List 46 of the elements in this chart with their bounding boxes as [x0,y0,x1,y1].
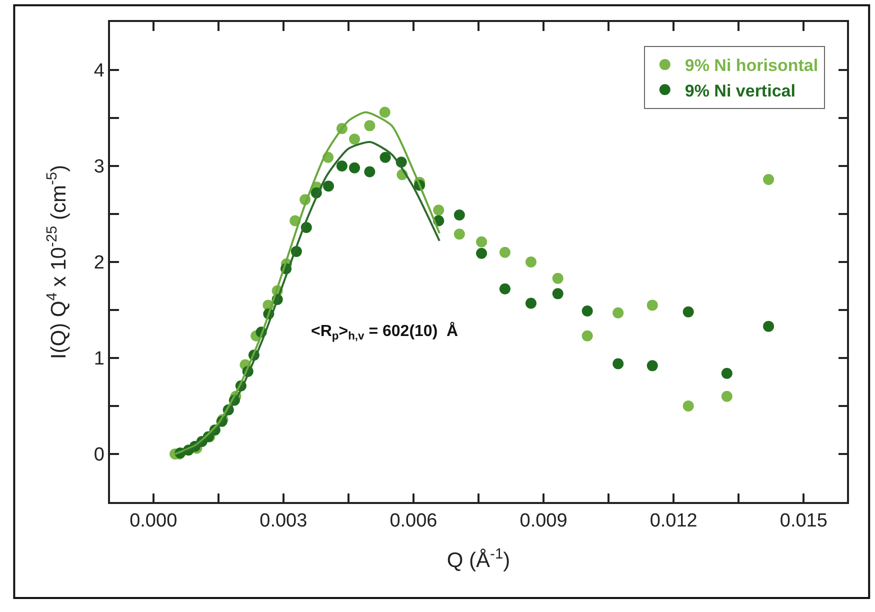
point [379,106,390,118]
point [525,256,536,268]
x-tick-label: 0.006 [390,510,438,532]
point [476,236,488,248]
legend-label: 9% Ni vertical [684,81,796,100]
x-tick-label: 0.003 [260,510,308,532]
point [454,209,465,220]
x-tick-label: 0.015 [780,510,828,532]
annotation: <R$_{p}$>$_{h,v}$ = 602(10) Å [311,321,459,342]
point [646,300,658,311]
point [682,400,694,412]
point [336,160,348,172]
point [433,204,444,216]
point [323,180,334,192]
point [349,162,360,174]
point [525,298,536,309]
y-tick-label: 1 [94,348,104,370]
point [582,305,593,316]
point [582,330,593,342]
legend-label: 9% Ni horisontal [684,56,818,76]
x-tick-label: 0.009 [520,510,568,532]
point [612,358,624,370]
point [454,228,465,240]
x-tick-label: 0.012 [650,510,698,532]
point [552,272,564,284]
y-tick-label: 4 [94,60,105,82]
point [552,288,564,300]
point [763,320,774,332]
point [349,134,360,145]
point [721,368,732,379]
x-axis-title: Q (Å$^{-1}$) [446,546,510,572]
point [499,283,510,294]
point [646,360,658,372]
point [721,390,732,402]
x-tick-label: 0.000 [130,510,178,532]
point [476,248,488,259]
y-tick-label: 0 [94,444,104,466]
point [380,152,391,163]
y-tick-label: 3 [94,156,104,178]
point [763,174,774,185]
y-tick-label: 2 [94,252,104,274]
point [682,306,694,318]
point [364,120,376,132]
point [364,166,376,178]
point [499,246,510,258]
point [612,307,624,318]
